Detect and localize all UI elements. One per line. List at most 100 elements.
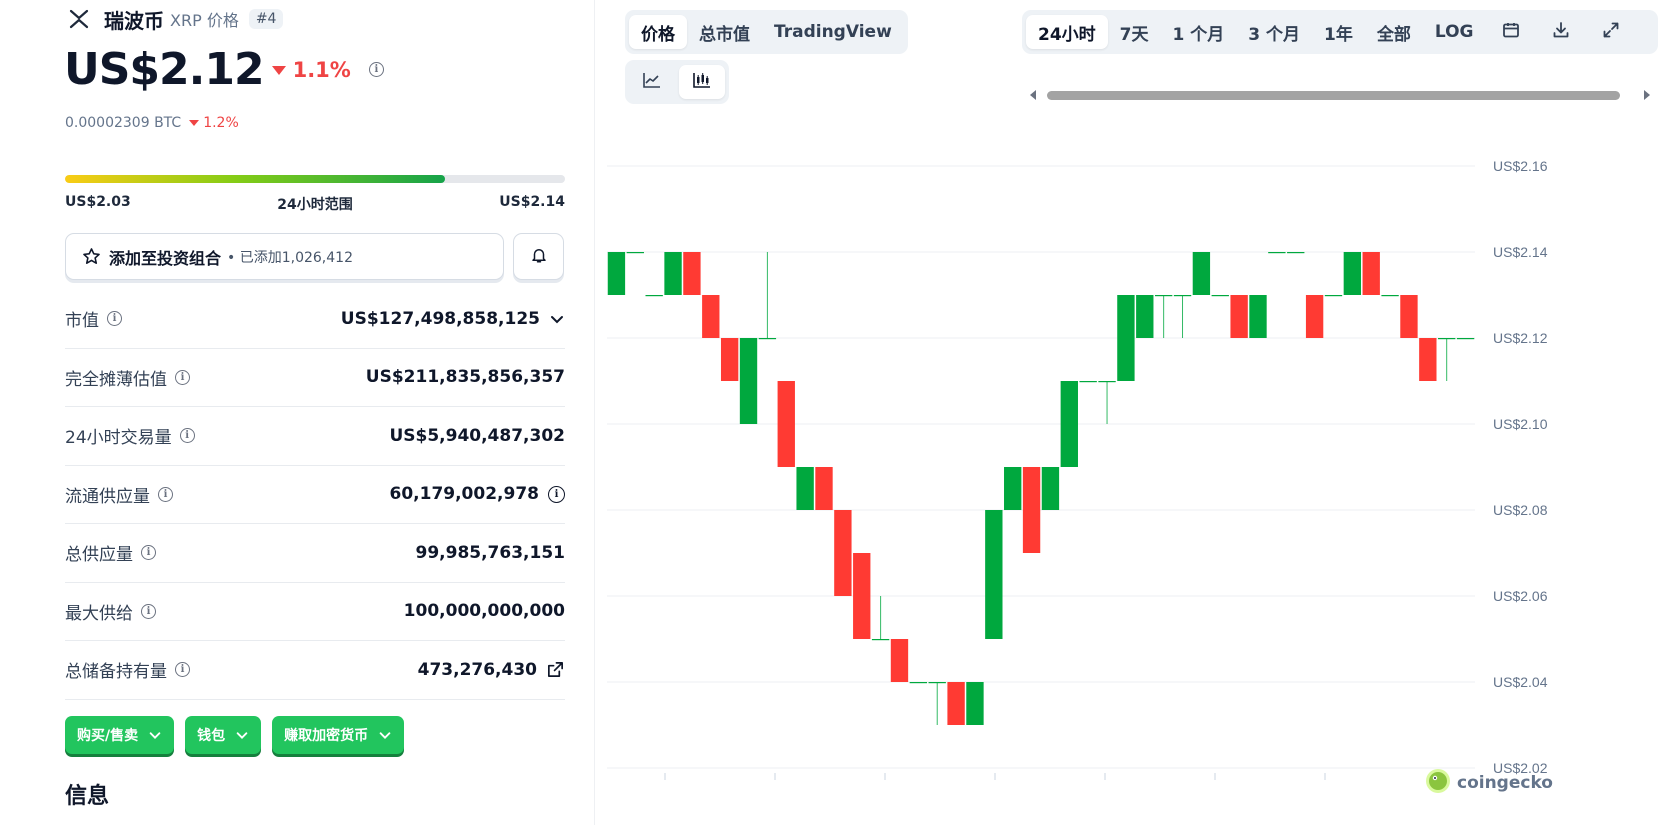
candle-body[interactable] — [909, 682, 928, 684]
candle-body[interactable] — [607, 252, 626, 295]
tab-log[interactable]: LOG — [1434, 22, 1474, 42]
candle-body[interactable] — [1456, 338, 1475, 340]
info-icon[interactable]: i — [141, 603, 156, 619]
candle-body[interactable] — [1041, 467, 1060, 510]
candle-body[interactable] — [1381, 295, 1399, 297]
candle-body[interactable] — [1022, 467, 1041, 553]
candle-body[interactable] — [758, 338, 777, 340]
buy-sell-label: 购买/售卖 — [77, 728, 139, 744]
price-change: 1.1% — [271, 58, 351, 82]
coin-subtitle: XRP 价格 — [170, 11, 239, 30]
add-to-portfolio-button[interactable]: 添加至投资组合 • 已添加1,026,412 — [65, 233, 504, 280]
line-chart-button[interactable] — [629, 65, 675, 99]
candle-body[interactable] — [720, 338, 739, 381]
candle-body[interactable] — [1324, 295, 1343, 297]
candle-body[interactable] — [1287, 252, 1305, 254]
tab-1y[interactable]: 1年 — [1324, 24, 1353, 45]
chart-scrollbar[interactable] — [1030, 88, 1650, 102]
stat-row-total-supply: 总供应量 i 99,985,763,151 — [65, 524, 565, 583]
candle-body[interactable] — [1343, 252, 1362, 295]
buy-sell-button[interactable]: 购买/售卖 — [65, 716, 175, 754]
tab-24h[interactable]: 24小时 — [1026, 15, 1108, 49]
calendar-button[interactable] — [1486, 15, 1536, 49]
stat-value: 60,179,002,978 — [389, 484, 540, 505]
chevron-down-icon[interactable] — [549, 311, 565, 327]
candle-body[interactable] — [1211, 295, 1229, 297]
candle-body[interactable] — [1079, 381, 1097, 383]
candle-body[interactable] — [626, 252, 644, 254]
price-chart: US$2.16 US$2.14 US$2.12 US$2.10 US$2.08 US$2.… — [595, 110, 1658, 825]
scroll-left-icon[interactable] — [1030, 90, 1036, 100]
candle-body[interactable] — [1154, 295, 1173, 297]
info-icon[interactable]: i — [141, 545, 156, 561]
candle-body[interactable] — [1136, 295, 1154, 338]
candle-body[interactable] — [1362, 252, 1380, 295]
info-icon[interactable]: i — [548, 485, 565, 503]
candle-body[interactable] — [985, 510, 1003, 639]
stats-table: 市值 i US$127,498,858,125 完全摊薄估值 i US$211,83… — [65, 290, 565, 700]
stat-value: 100,000,000,000 — [403, 601, 565, 622]
tab-3m[interactable]: 3 个月 — [1248, 24, 1301, 45]
candle-body[interactable] — [664, 252, 682, 295]
candle-body[interactable] — [683, 252, 701, 295]
bell-icon — [530, 246, 548, 268]
candle-body[interactable] — [871, 639, 890, 641]
candle-body[interactable] — [1400, 295, 1418, 338]
candle-body[interactable] — [796, 467, 814, 510]
wallet-button[interactable]: 钱包 — [185, 716, 262, 754]
tab-1m[interactable]: 1 个月 — [1172, 24, 1225, 45]
candle-body[interactable] — [702, 295, 720, 338]
price-alert-button[interactable] — [513, 233, 564, 280]
candle-body[interactable] — [1098, 381, 1116, 383]
tab-tradingview[interactable]: TradingView — [774, 22, 892, 42]
candle-body[interactable] — [966, 682, 984, 725]
candle-body[interactable] — [1419, 338, 1437, 381]
download-button[interactable] — [1536, 15, 1586, 49]
range-bar-fill — [65, 175, 445, 183]
candle-body[interactable] — [1249, 295, 1267, 338]
scrollbar-thumb[interactable] — [1047, 91, 1620, 100]
tab-7d[interactable]: 7天 — [1119, 24, 1149, 45]
stat-row-reserves: 总储备持有量 i 473,276,430 — [65, 641, 565, 700]
info-icon[interactable]: i — [107, 311, 122, 327]
tab-all[interactable]: 全部 — [1376, 24, 1411, 45]
download-icon — [1552, 21, 1570, 43]
candle-body[interactable] — [1438, 338, 1456, 340]
candle-body[interactable] — [890, 639, 909, 682]
y-tick-label: US$2.04 — [1493, 674, 1548, 690]
scroll-right-icon[interactable] — [1644, 90, 1650, 100]
fullscreen-button[interactable] — [1586, 15, 1636, 49]
candle-body[interactable] — [1117, 295, 1135, 381]
info-icon[interactable]: i — [175, 662, 190, 678]
candle-body[interactable] — [1305, 295, 1324, 338]
candle-body[interactable] — [739, 338, 758, 424]
tab-market-cap[interactable]: 总市值 — [699, 24, 750, 45]
candle-body[interactable] — [834, 510, 852, 596]
candle-body[interactable] — [1004, 467, 1022, 510]
info-icon[interactable]: i — [158, 486, 173, 502]
info-icon[interactable]: i — [179, 428, 195, 444]
candle-body[interactable] — [947, 682, 965, 725]
rank-badge: #4 — [248, 9, 284, 29]
info-icon[interactable]: i — [368, 62, 384, 77]
tab-price[interactable]: 价格 — [629, 15, 687, 49]
time-range-tabs: 24小时 7天 1 个月 3 个月 1年 全部 LOG — [1022, 10, 1658, 54]
candle-body[interactable] — [1268, 252, 1286, 254]
candle-body[interactable] — [1192, 252, 1211, 295]
candle-body[interactable] — [645, 295, 663, 297]
info-icon[interactable]: i — [175, 369, 190, 385]
candle-body[interactable] — [815, 467, 833, 510]
range-label: 24小时范围 — [277, 197, 353, 213]
btc-price-change: 1.2% — [189, 115, 239, 131]
candle-body[interactable] — [928, 682, 946, 684]
external-link-icon[interactable] — [546, 660, 565, 679]
candle-body[interactable] — [1060, 381, 1078, 467]
chevron-down-icon — [235, 728, 249, 742]
candle-body[interactable] — [853, 553, 871, 639]
candle-body[interactable] — [777, 381, 795, 467]
candle-body[interactable] — [1230, 295, 1248, 338]
earn-crypto-button[interactable]: 赚取加密货币 — [272, 716, 405, 754]
candlestick-chart-button[interactable] — [679, 65, 725, 99]
candle-body[interactable] — [1173, 295, 1192, 297]
chevron-down-icon — [378, 728, 392, 742]
